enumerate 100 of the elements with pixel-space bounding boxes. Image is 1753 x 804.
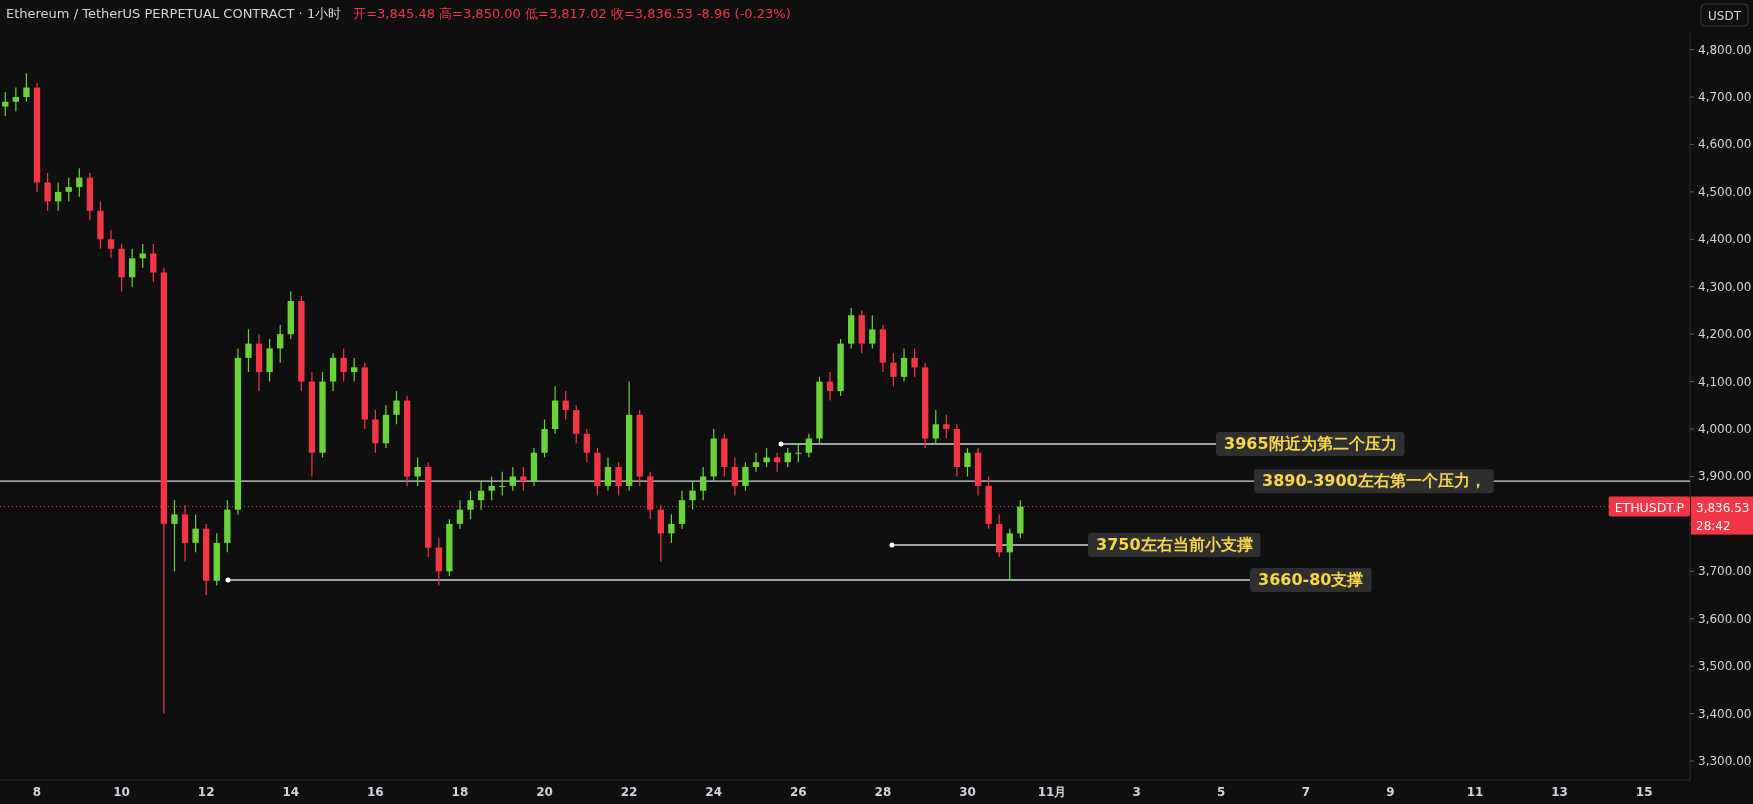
candlestick [869,314,876,349]
candlestick [668,513,675,544]
x-tick-label: 5 [1217,785,1226,799]
candlestick [911,347,918,378]
candlestick [964,447,971,478]
candlestick [340,347,347,383]
x-tick-label: 13 [1551,785,1568,799]
x-tick-label: 18 [451,785,469,799]
x-tick-label: 12 [197,785,215,799]
candlestick [245,328,252,373]
x-tick-label: 11 [1466,785,1484,799]
candlestick [488,475,495,501]
annotation: 3965附近为第二个压力 [1224,434,1397,453]
chart-title: Ethereum / TetherUS PERPETUAL CONTRACT · 1小时 [6,6,342,21]
candlestick [932,409,939,444]
candlestick [65,177,72,202]
annotation: 3750左右当前小支撑 [1096,535,1253,554]
candlestick [795,442,802,463]
candlestick [44,172,51,212]
x-tick-label: 20 [536,785,553,799]
text: USDT [1708,9,1742,23]
candlestick [372,409,379,454]
candlestick [562,390,569,421]
y-tick-label: 4,200.00 [1698,327,1752,342]
candlestick [76,167,83,198]
candlestick [900,347,908,383]
candlestick [266,338,273,383]
candlestick [583,428,590,463]
candlestick [150,243,157,283]
candlestick [615,461,622,497]
y-tick-label: 3,600.00 [1698,611,1752,626]
x-tick-label: 15 [1635,785,1653,799]
x-tick-label: 3 [1132,785,1141,799]
candlestick [414,456,421,487]
x-tick-label: 7 [1301,785,1311,799]
x-tick-label: 28 [874,785,892,799]
candlestick [731,456,739,497]
x-tick-label: 22 [620,785,638,799]
x-tick-label: 26 [789,785,807,799]
candlestick [604,456,612,492]
y-tick-label: 3,400.00 [1698,706,1752,721]
candlestick [23,72,30,103]
x-tick-label: 14 [282,785,300,799]
chart-subtitle: 开=3,845.48 高=3,850.00 低=3,817.02 收=3,836.53 -8.96 (-0.23%) [353,6,791,21]
candlestick [890,352,897,387]
y-tick-label: 4,600.00 [1698,137,1752,152]
x-tick-label: 9 [1386,785,1395,799]
x-tick-label: 10 [113,785,130,799]
candlestick [784,447,791,468]
candlestick [657,504,665,563]
text: 28:42 [1696,518,1731,533]
candlestick [943,414,950,440]
candlestick [456,499,464,530]
candlestick [678,490,686,530]
candlestick [752,452,760,473]
candlestick [351,357,358,383]
candlestick [805,433,813,459]
x-tick-label: 24 [705,785,723,799]
y-tick-label: 3,900.00 [1698,469,1752,484]
candlestick [509,466,516,492]
y-tick-label: 4,300.00 [1698,279,1752,294]
candlestick [2,91,9,117]
ref-line-label: 3890-3900左右第一个压力， [1262,471,1486,491]
candlestick [192,513,199,553]
candlestick [499,471,506,497]
candlestick [12,86,20,112]
candlestick [329,352,337,392]
x-tick-label: 16 [367,785,384,799]
y-tick-label: 4,000.00 [1698,422,1752,437]
candlestick [107,229,115,259]
y-tick-label: 3,700.00 [1698,564,1752,579]
x-tick-label: 8 [32,785,42,799]
x-tick-label: 30 [959,785,976,799]
candlestick [573,404,580,444]
y-tick-label: 3,500.00 [1698,659,1752,674]
y-tick-label: 3,300.00 [1698,754,1752,769]
candlestick [54,181,62,212]
y-tick-label: 4,400.00 [1698,232,1752,247]
candlestick [393,390,400,425]
candlestick [435,537,442,587]
candlestick [467,490,474,520]
y-tick-label: 4,500.00 [1698,184,1752,199]
candlestick [129,248,136,288]
y-tick-label: 4,700.00 [1698,90,1752,105]
candlestick [763,447,770,468]
y-tick-label: 4,800.00 [1698,42,1752,57]
candlestick [171,499,178,572]
candlestick [1006,528,1013,582]
candlestick [541,418,548,459]
candlestick [742,461,749,492]
ref-line-label: ETHUSDT.P [1614,499,1685,515]
candlestick [277,324,284,364]
candlestick [826,371,834,402]
candlestick [689,480,696,511]
candlestick [520,466,527,492]
annotation: 3660-80支撑 [1258,570,1364,589]
candlestick [699,466,707,501]
y-tick-label: 4,100.00 [1698,374,1752,389]
candlestick [477,480,485,511]
x-tick-label: 11月 [1037,785,1067,799]
